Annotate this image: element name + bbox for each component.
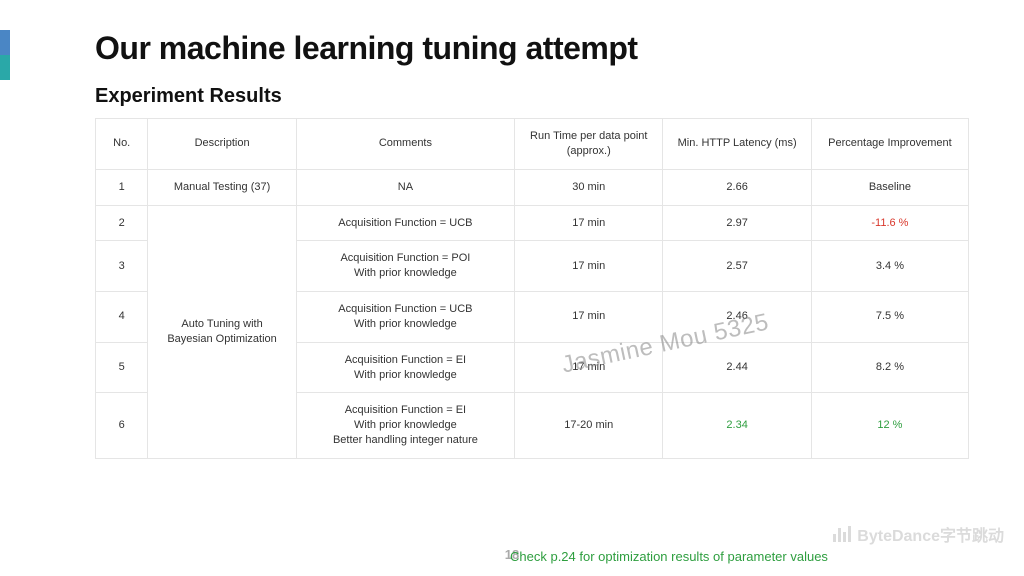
cell-latency: 2.57 bbox=[663, 241, 811, 292]
cell-runtime: 17 min bbox=[515, 241, 663, 292]
col-no: No. bbox=[96, 119, 148, 170]
brand-logo: ByteDance字节跳动 bbox=[833, 522, 1004, 546]
cell-improve: Baseline bbox=[811, 169, 968, 205]
cell-comments: NA bbox=[296, 169, 514, 205]
cell-no: 5 bbox=[96, 342, 148, 393]
footnote-text: Check p.24 for optimization results of p… bbox=[510, 549, 828, 564]
cell-no: 3 bbox=[96, 241, 148, 292]
page-subtitle: Experiment Results bbox=[95, 85, 969, 108]
cell-comments: Acquisition Function = UCBWith prior kno… bbox=[296, 292, 514, 343]
cell-comments: Acquisition Function = POIWith prior kno… bbox=[296, 241, 514, 292]
col-latency: Min. HTTP Latency (ms) bbox=[663, 119, 811, 170]
cell-desc-merged: Auto Tuning withBayesian Optimization bbox=[148, 205, 296, 458]
cell-no: 1 bbox=[96, 169, 148, 205]
col-improve: Percentage Improvement bbox=[811, 119, 968, 170]
cell-runtime: 17 min bbox=[515, 342, 663, 393]
page-title: Our machine learning tuning attempt bbox=[95, 30, 969, 67]
cell-latency: 2.66 bbox=[663, 169, 811, 205]
brand-label: ByteDance字节跳动 bbox=[857, 522, 1004, 546]
cell-improve: 8.2 % bbox=[811, 342, 968, 393]
table-row: 1 Manual Testing (37) NA 30 min 2.66 Bas… bbox=[96, 169, 969, 205]
results-table: No. Description Comments Run Time per da… bbox=[95, 118, 969, 459]
col-desc: Description bbox=[148, 119, 296, 170]
cell-improve: -11.6 % bbox=[811, 205, 968, 241]
accent-top bbox=[0, 30, 10, 55]
cell-runtime: 30 min bbox=[515, 169, 663, 205]
cell-improve: 3.4 % bbox=[811, 241, 968, 292]
cell-latency: 2.34 bbox=[663, 393, 811, 459]
cell-desc: Manual Testing (37) bbox=[148, 169, 296, 205]
slide-accent-bar bbox=[0, 30, 10, 80]
cell-improve: 12 % bbox=[811, 393, 968, 459]
cell-comments: Acquisition Function = UCB bbox=[296, 205, 514, 241]
bytedance-icon bbox=[833, 526, 851, 542]
cell-comments: Acquisition Function = EIWith prior know… bbox=[296, 342, 514, 393]
col-comments: Comments bbox=[296, 119, 514, 170]
accent-bottom bbox=[0, 55, 10, 80]
table-row: 2 Auto Tuning withBayesian Optimization … bbox=[96, 205, 969, 241]
slide-content: Our machine learning tuning attempt Expe… bbox=[0, 0, 1024, 459]
cell-no: 2 bbox=[96, 205, 148, 241]
cell-runtime: 17 min bbox=[515, 292, 663, 343]
col-runtime: Run Time per data point (approx.) bbox=[515, 119, 663, 170]
cell-improve: 7.5 % bbox=[811, 292, 968, 343]
cell-runtime: 17 min bbox=[515, 205, 663, 241]
cell-no: 6 bbox=[96, 393, 148, 459]
cell-comments: Acquisition Function = EIWith prior know… bbox=[296, 393, 514, 459]
table-header-row: No. Description Comments Run Time per da… bbox=[96, 119, 969, 170]
cell-latency: 2.46 bbox=[663, 292, 811, 343]
cell-runtime: 17-20 min bbox=[515, 393, 663, 459]
cell-latency: 2.97 bbox=[663, 205, 811, 241]
cell-latency: 2.44 bbox=[663, 342, 811, 393]
cell-no: 4 bbox=[96, 292, 148, 343]
